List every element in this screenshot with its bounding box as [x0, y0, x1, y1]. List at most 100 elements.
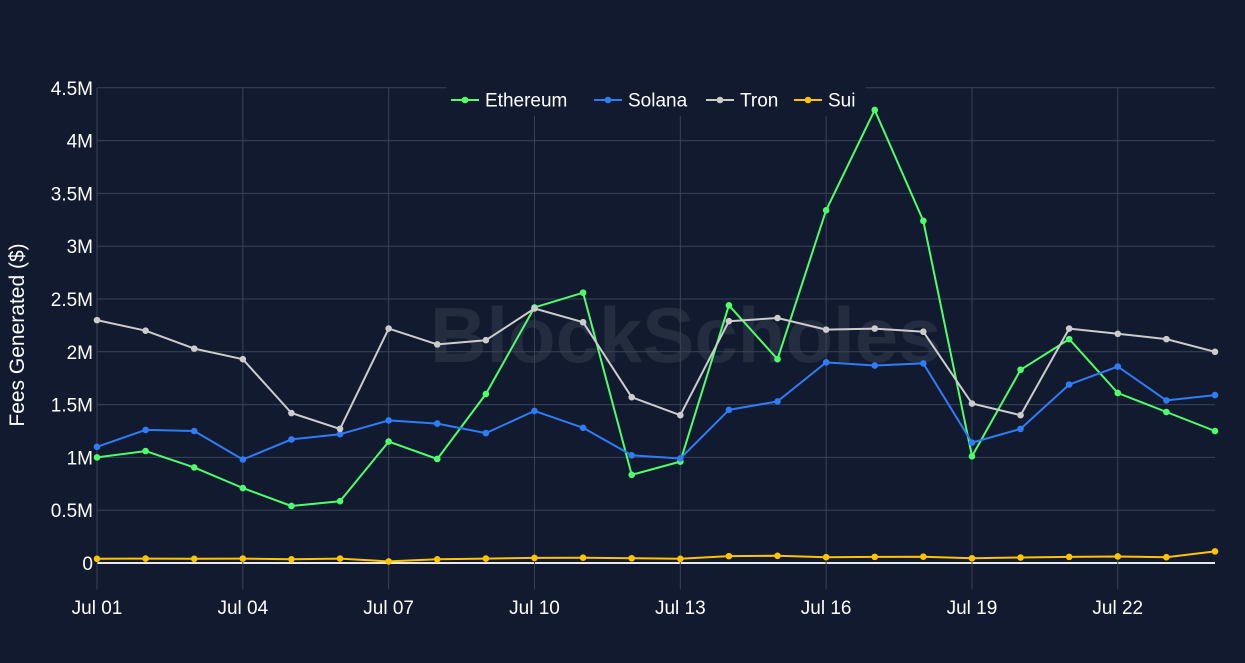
data-point-ethereum — [822, 206, 830, 214]
data-point-sui — [288, 556, 295, 563]
data-point-sui — [1211, 548, 1219, 555]
data-point-sui — [239, 555, 247, 562]
data-point-tron — [1114, 330, 1122, 338]
data-point-tron — [531, 305, 538, 312]
series-line-sui — [96, 550, 1216, 563]
data-point-solana — [628, 451, 635, 459]
x-tick-label: Jul 04 — [217, 598, 268, 619]
data-point-solana — [482, 429, 490, 437]
data-point-sui — [433, 556, 441, 563]
x-tick-label: Jul 10 — [509, 598, 560, 619]
data-point-solana — [336, 430, 344, 438]
data-point-tron — [336, 425, 344, 433]
data-point-ethereum — [1163, 408, 1170, 416]
data-point-solana — [288, 436, 295, 443]
data-point-solana — [822, 359, 830, 366]
data-point-tron — [968, 400, 976, 407]
data-point-ethereum — [628, 471, 635, 479]
data-point-sui — [336, 555, 344, 562]
data-point-ethereum — [1017, 366, 1024, 374]
data-point-ethereum — [871, 106, 879, 114]
data-point-solana — [239, 456, 247, 463]
x-tick-labels: Jul 01 Jul 04 Jul 07 Jul 10 Jul 13 Jul 16 Jul … — [72, 598, 1143, 619]
y-tick-label: 4M — [67, 132, 93, 153]
x-tick-label: Jul 07 — [363, 598, 414, 619]
data-point-ethereum — [385, 438, 392, 445]
data-point-tron — [190, 345, 198, 352]
y-axis-label: Fees Generated ($) — [6, 243, 29, 426]
data-point-solana — [1163, 397, 1170, 404]
data-point-sui — [93, 555, 101, 563]
data-point-sui — [774, 552, 781, 560]
series-tron — [93, 305, 1219, 433]
data-point-solana — [1211, 391, 1219, 399]
data-point-ethereum — [920, 217, 927, 225]
data-point-ethereum — [1065, 335, 1073, 343]
data-point-tron — [628, 393, 635, 401]
data-point-ethereum — [190, 464, 198, 471]
data-point-tron — [920, 328, 927, 336]
data-point-solana — [1017, 425, 1024, 433]
data-point-tron — [482, 336, 490, 344]
series-line-solana — [96, 361, 1216, 461]
data-point-sui — [531, 554, 538, 562]
data-point-tron — [1017, 411, 1024, 419]
data-point-tron — [579, 318, 587, 326]
data-point-sui — [677, 555, 684, 563]
data-point-sui — [628, 554, 635, 562]
data-point-ethereum — [239, 484, 247, 492]
data-point-ethereum — [579, 289, 587, 296]
data-point-sui — [482, 555, 490, 562]
legend-label: Tron — [740, 91, 778, 112]
legend-item-sui: Sui — [794, 91, 855, 112]
x-tick-label: Jul 19 — [947, 598, 998, 619]
series-layer — [93, 106, 1219, 565]
data-point-solana — [677, 455, 684, 462]
legend-swatch-marker — [461, 96, 469, 104]
data-point-sui — [579, 554, 587, 562]
data-point-tron — [774, 314, 781, 322]
legend-item-tron: Tron — [706, 91, 778, 112]
legend-item-ethereum: Ethereum — [451, 91, 567, 112]
data-point-ethereum — [725, 302, 733, 309]
data-point-solana — [968, 439, 976, 446]
y-tick-label: 2M — [67, 343, 93, 364]
data-point-ethereum — [774, 355, 781, 363]
data-point-tron — [433, 341, 441, 348]
data-point-solana — [579, 424, 587, 432]
data-point-solana — [93, 443, 101, 451]
data-point-ethereum — [1114, 389, 1122, 397]
y-tick-label: 0.5M — [51, 501, 93, 522]
y-tick-label: 1M — [67, 448, 93, 469]
legend-swatch-marker — [716, 96, 724, 104]
data-point-sui — [871, 553, 879, 561]
data-point-tron — [1163, 335, 1170, 343]
data-point-solana — [142, 426, 149, 434]
data-point-ethereum — [433, 455, 441, 463]
data-point-tron — [385, 325, 392, 332]
data-point-tron — [142, 327, 149, 334]
legend-label: Ethereum — [485, 91, 567, 112]
data-point-ethereum — [968, 453, 976, 460]
x-tick-label: Jul 01 — [72, 598, 123, 619]
data-point-sui — [822, 553, 830, 561]
data-point-solana — [433, 420, 441, 427]
data-point-tron — [725, 317, 733, 325]
data-point-solana — [531, 407, 538, 415]
legend-swatch-marker — [604, 96, 612, 104]
x-gridlines — [96, 87, 1119, 590]
data-point-solana — [1065, 381, 1073, 388]
y-tick-label: 4.5M — [51, 79, 93, 100]
series-line-tron — [96, 307, 1216, 430]
data-point-ethereum — [142, 447, 149, 455]
data-point-sui — [385, 558, 392, 565]
y-tick-label: 1.5M — [51, 396, 93, 417]
legend-label: Solana — [628, 91, 688, 112]
data-point-solana — [385, 417, 392, 424]
y-tick-label: 3M — [67, 237, 93, 258]
legend-label: Sui — [828, 91, 855, 112]
data-point-sui — [920, 553, 927, 560]
series-sui — [93, 548, 1219, 565]
series-line-ethereum — [96, 109, 1216, 507]
